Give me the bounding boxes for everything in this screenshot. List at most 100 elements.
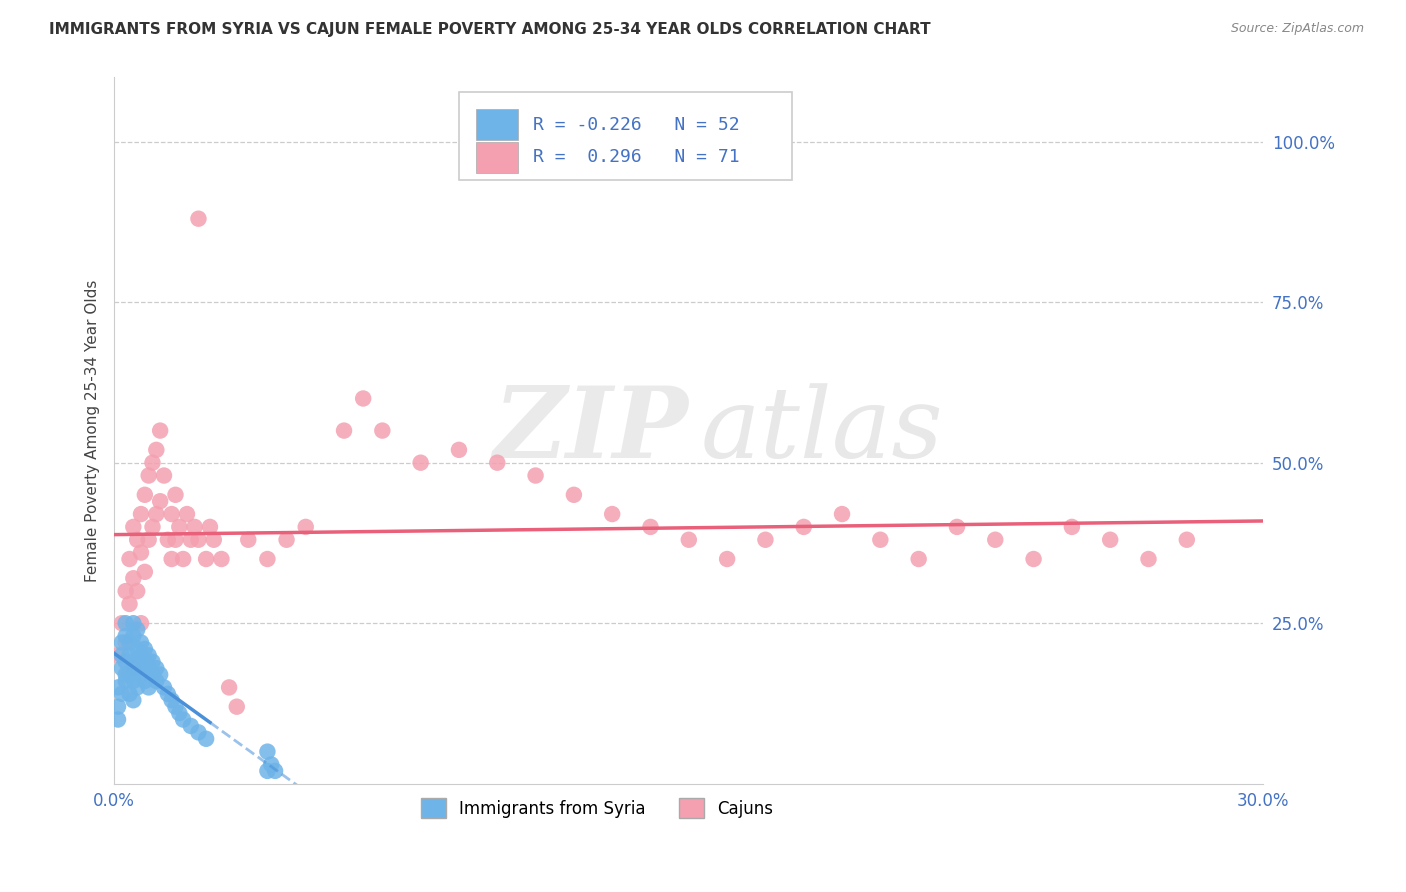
- Point: [145, 661, 167, 675]
- Point: [122, 616, 145, 631]
- Point: [118, 552, 141, 566]
- Point: [202, 533, 225, 547]
- Point: [165, 533, 187, 547]
- Point: [256, 552, 278, 566]
- Point: [122, 520, 145, 534]
- Point: [138, 648, 160, 663]
- Point: [333, 424, 356, 438]
- Point: [160, 693, 183, 707]
- Point: [107, 648, 129, 663]
- Point: [1099, 533, 1122, 547]
- Point: [409, 456, 432, 470]
- Point: [127, 681, 149, 695]
- Point: [134, 565, 156, 579]
- Point: [187, 725, 209, 739]
- Point: [118, 597, 141, 611]
- FancyBboxPatch shape: [458, 92, 792, 180]
- Point: [141, 667, 163, 681]
- Point: [1060, 520, 1083, 534]
- Point: [169, 706, 191, 720]
- Point: [153, 681, 176, 695]
- Point: [114, 673, 136, 688]
- Point: [145, 507, 167, 521]
- Point: [149, 424, 172, 438]
- Point: [447, 442, 470, 457]
- Point: [160, 552, 183, 566]
- Point: [1022, 552, 1045, 566]
- Point: [260, 757, 283, 772]
- Point: [1137, 552, 1160, 566]
- Point: [118, 635, 141, 649]
- Point: [129, 507, 152, 521]
- Point: [122, 661, 145, 675]
- Point: [141, 520, 163, 534]
- Point: [111, 635, 134, 649]
- Point: [122, 655, 145, 669]
- Point: [1175, 533, 1198, 547]
- Point: [122, 693, 145, 707]
- Point: [187, 211, 209, 226]
- Point: [172, 552, 194, 566]
- Point: [172, 713, 194, 727]
- Point: [111, 687, 134, 701]
- Point: [153, 468, 176, 483]
- Point: [127, 641, 149, 656]
- Point: [195, 731, 218, 746]
- Point: [907, 552, 929, 566]
- Point: [149, 667, 172, 681]
- Text: R =  0.296   N = 71: R = 0.296 N = 71: [533, 148, 740, 166]
- Point: [114, 616, 136, 631]
- Point: [138, 468, 160, 483]
- Point: [869, 533, 891, 547]
- Point: [127, 584, 149, 599]
- Text: R = -0.226   N = 52: R = -0.226 N = 52: [533, 116, 740, 134]
- Point: [352, 392, 374, 406]
- Point: [122, 629, 145, 643]
- Point: [111, 648, 134, 663]
- Point: [114, 655, 136, 669]
- Point: [127, 623, 149, 637]
- Point: [198, 520, 221, 534]
- Point: [129, 648, 152, 663]
- Point: [134, 488, 156, 502]
- Point: [114, 635, 136, 649]
- Point: [264, 764, 287, 778]
- Point: [211, 552, 233, 566]
- Text: Source: ZipAtlas.com: Source: ZipAtlas.com: [1230, 22, 1364, 36]
- Point: [187, 533, 209, 547]
- Text: IMMIGRANTS FROM SYRIA VS CAJUN FEMALE POVERTY AMONG 25-34 YEAR OLDS CORRELATION : IMMIGRANTS FROM SYRIA VS CAJUN FEMALE PO…: [49, 22, 931, 37]
- Point: [138, 681, 160, 695]
- Point: [118, 667, 141, 681]
- Point: [180, 533, 202, 547]
- Point: [141, 655, 163, 669]
- Point: [165, 699, 187, 714]
- Point: [138, 661, 160, 675]
- Point: [134, 655, 156, 669]
- Point: [156, 533, 179, 547]
- Point: [118, 648, 141, 663]
- Point: [946, 520, 969, 534]
- Point: [640, 520, 662, 534]
- Point: [486, 456, 509, 470]
- Text: ZIP: ZIP: [494, 383, 689, 479]
- Point: [678, 533, 700, 547]
- Point: [183, 520, 205, 534]
- Point: [129, 616, 152, 631]
- Point: [238, 533, 260, 547]
- Point: [138, 533, 160, 547]
- Point: [129, 635, 152, 649]
- Point: [111, 616, 134, 631]
- Point: [114, 584, 136, 599]
- Point: [169, 520, 191, 534]
- Point: [122, 673, 145, 688]
- Point: [127, 661, 149, 675]
- Point: [122, 571, 145, 585]
- Point: [156, 687, 179, 701]
- Point: [145, 673, 167, 688]
- Point: [294, 520, 316, 534]
- Point: [176, 507, 198, 521]
- Point: [134, 673, 156, 688]
- FancyBboxPatch shape: [477, 142, 517, 173]
- FancyBboxPatch shape: [477, 109, 517, 140]
- Point: [831, 507, 853, 521]
